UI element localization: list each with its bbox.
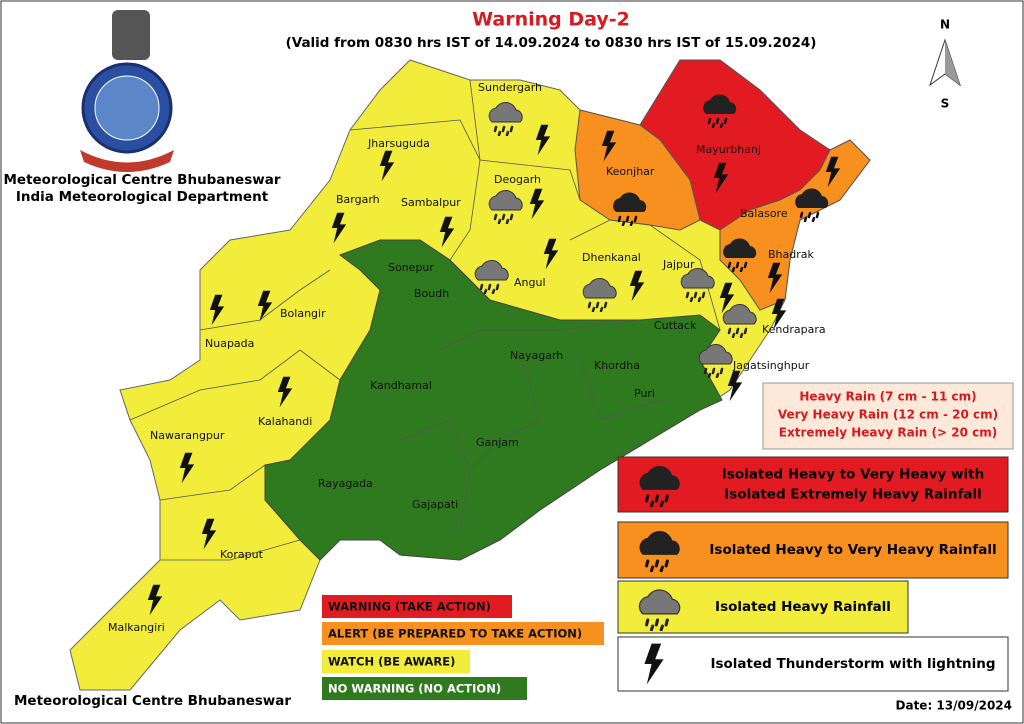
no-warning-region — [264, 239, 723, 561]
district-label: Boudh — [414, 287, 449, 300]
icon-legend-label: Isolated Extremely Heavy Rainfall — [724, 487, 981, 503]
district-label: Kendrapara — [762, 323, 826, 336]
district-label: Cuttack — [654, 319, 697, 332]
district-labels: Sundergarh Mayurbhanj Jharsuguda Keonjha… — [108, 81, 826, 634]
icon-legend-label: Isolated Heavy to Very Heavy with — [722, 467, 984, 483]
district-label: Deogarh — [494, 173, 541, 186]
warning-legend-box — [322, 677, 527, 700]
district-label: Bhadrak — [768, 248, 815, 261]
district-label: Bargarh — [336, 193, 380, 206]
district-label: Sonepur — [388, 261, 434, 274]
warning-legend-box — [322, 622, 604, 645]
icon-legend-label: Isolated Heavy to Very Heavy Rainfall — [709, 542, 996, 558]
district-label: Puri — [634, 387, 655, 400]
warning-legend-label: NO WARNING (NO ACTION) — [328, 682, 501, 696]
organization: India Meteorological Department — [16, 189, 269, 205]
district-label: Khordha — [594, 359, 640, 372]
district-label: Jharsuguda — [367, 137, 430, 150]
title: Warning Day-2 — [472, 9, 630, 31]
warning-legend-box — [322, 595, 512, 618]
icon-legend: Isolated Heavy to Very Heavy with Isolate… — [617, 456, 1009, 692]
district-label: Kalahandi — [258, 415, 312, 428]
footer-organization: Meteorological Centre Bhubaneswar — [14, 693, 291, 709]
rainfall-scale-item: Extremely Heavy Rain (> 20 cm) — [779, 426, 997, 440]
compass-south: S — [941, 97, 950, 111]
district-label: Ganjam — [476, 436, 519, 449]
district-label: Angul — [514, 276, 546, 289]
rainfall-scale-item: Very Heavy Rain (12 cm - 20 cm) — [778, 408, 998, 422]
compass-north: N — [940, 18, 950, 32]
icon-legend-label: Isolated Thunderstorm with lightning — [710, 656, 995, 672]
district-label: Rayagada — [318, 477, 373, 490]
organization: Meteorological Centre Bhubaneswar — [3, 172, 280, 188]
alert-region — [719, 139, 871, 311]
icon-legend-box — [617, 456, 1009, 513]
rainfall-scale: Heavy Rain (7 cm - 11 cm) Very Heavy Rain… — [778, 390, 998, 440]
rainfall-scale-box — [762, 382, 1014, 450]
icon-legend-box — [617, 521, 1009, 579]
district-label: Kandhamal — [370, 379, 432, 392]
district-label: Nayagarh — [510, 349, 563, 362]
district-label: Gajapati — [412, 498, 458, 511]
warning-legend-label: WATCH (BE AWARE) — [328, 655, 455, 669]
warning-legend-box — [322, 650, 470, 673]
compass-arrow — [945, 40, 960, 85]
district-label: Malkangiri — [108, 621, 165, 634]
warning-legend: WARNING (TAKE ACTION) ALERT (BE PREPARED … — [322, 595, 604, 700]
district-label: Sundergarh — [478, 81, 542, 94]
icon-legend-label: Isolated Heavy Rainfall — [715, 599, 891, 615]
emblem — [80, 10, 174, 172]
district-label: Sambalpur — [401, 196, 461, 209]
district-label: Keonjhar — [606, 165, 655, 178]
warning-legend-label: WARNING (TAKE ACTION) — [328, 600, 491, 614]
subtitle: (Valid from 0830 hrs IST of 14.09.2024 t… — [286, 35, 817, 51]
district-label: Mayurbhanj — [696, 143, 761, 156]
warning-legend-label: ALERT (BE PREPARED TO TAKE ACTION) — [328, 627, 582, 641]
district-label: Koraput — [220, 548, 264, 561]
icon-legend-box — [617, 636, 1009, 692]
district-label: Jagatsinghpur — [732, 359, 810, 372]
district-label: Jajpur — [662, 258, 695, 271]
footer-date: Date: 13/09/2024 — [896, 699, 1012, 713]
rainfall-scale-item: Heavy Rain (7 cm - 11 cm) — [799, 390, 976, 404]
district-label: Nawarangpur — [150, 429, 225, 442]
district-label: Balasore — [740, 207, 788, 220]
district-label: Dhenkanal — [582, 251, 641, 264]
district-label: Nuapada — [205, 337, 254, 350]
district-label: Bolangir — [280, 307, 326, 320]
